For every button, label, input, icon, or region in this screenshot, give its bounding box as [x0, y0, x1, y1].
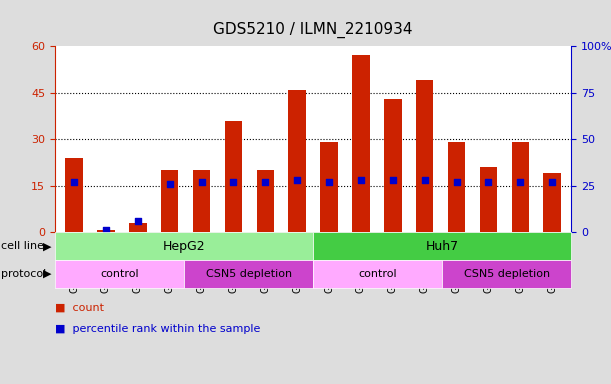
Text: CSN5 depletion: CSN5 depletion [205, 269, 291, 279]
Bar [65, 158, 83, 232]
Bar [384, 99, 401, 232]
Point [101, 227, 111, 233]
Text: GDS5210 / ILMN_2210934: GDS5210 / ILMN_2210934 [213, 22, 413, 38]
Bar [225, 121, 242, 232]
Bar [320, 142, 338, 232]
Text: control: control [100, 269, 139, 279]
Bar [352, 55, 370, 232]
Point [292, 177, 302, 183]
Text: HepG2: HepG2 [163, 240, 205, 253]
Point [356, 177, 366, 183]
Bar [193, 170, 210, 232]
Point [547, 179, 557, 185]
Bar [161, 170, 178, 232]
Text: control: control [359, 269, 397, 279]
Text: ■  count: ■ count [55, 303, 104, 313]
Bar [97, 230, 115, 232]
Bar [511, 142, 529, 232]
Text: Huh7: Huh7 [426, 240, 459, 253]
Bar [288, 89, 306, 232]
Point [452, 179, 461, 185]
Point [420, 177, 430, 183]
Text: cell line: cell line [1, 241, 43, 251]
Bar [129, 223, 147, 232]
Bar [480, 167, 497, 232]
Point [483, 179, 493, 185]
Point [69, 179, 79, 185]
Point [133, 218, 143, 224]
Text: protocol: protocol [1, 269, 46, 279]
Point [324, 179, 334, 185]
Bar [416, 80, 433, 232]
Text: ■  percentile rank within the sample: ■ percentile rank within the sample [55, 324, 260, 334]
Bar [257, 170, 274, 232]
Point [516, 179, 525, 185]
Text: CSN5 depletion: CSN5 depletion [464, 269, 550, 279]
Point [229, 179, 238, 185]
Point [165, 181, 175, 187]
Bar [448, 142, 466, 232]
Text: ▶: ▶ [43, 269, 52, 279]
Point [197, 179, 207, 185]
Point [260, 179, 270, 185]
Bar [543, 173, 561, 232]
Point [388, 177, 398, 183]
Text: ▶: ▶ [43, 241, 52, 251]
